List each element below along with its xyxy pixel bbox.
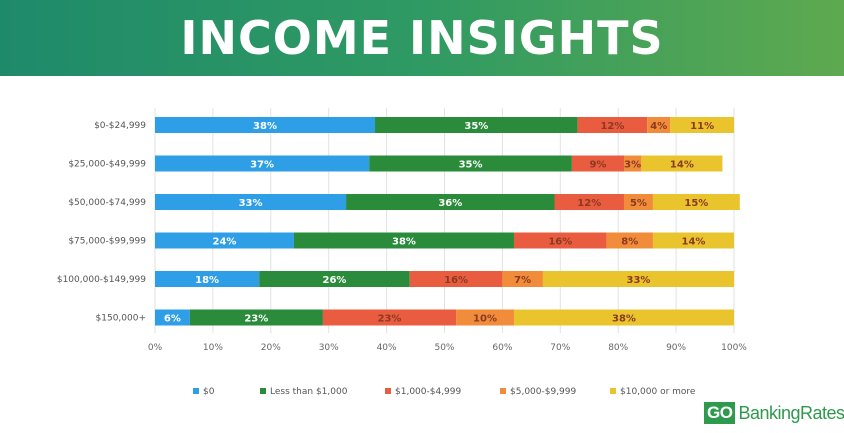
legend-label: $10,000 or more bbox=[620, 387, 696, 397]
bar-segment bbox=[623, 155, 642, 172]
bar-segment bbox=[155, 271, 260, 287]
x-tick-label: 0% bbox=[148, 343, 163, 353]
data-label: 10% bbox=[473, 314, 497, 325]
data-label: 14% bbox=[670, 160, 694, 171]
x-tick-label: 80% bbox=[608, 343, 628, 353]
bar-segment bbox=[647, 117, 671, 133]
bar-segment bbox=[502, 271, 543, 287]
data-label: 14% bbox=[682, 237, 706, 248]
data-label: 36% bbox=[438, 198, 462, 209]
data-label: 24% bbox=[213, 237, 237, 248]
logo-go: GO bbox=[704, 402, 736, 424]
legend-swatch bbox=[193, 388, 199, 394]
data-label: 4% bbox=[650, 121, 667, 132]
category-label: $150,000+ bbox=[96, 314, 146, 324]
bar-segment bbox=[513, 309, 734, 326]
bar-segment bbox=[652, 194, 740, 210]
bar-segment bbox=[155, 232, 294, 249]
bar-segment bbox=[652, 232, 734, 249]
data-label: 35% bbox=[459, 160, 483, 171]
data-label: 33% bbox=[239, 198, 263, 209]
category-labels: $0-$24,999 $25,000-$49,999 $50,000-$74,999… bbox=[57, 121, 146, 324]
data-label: 35% bbox=[464, 121, 488, 132]
bar-segment bbox=[346, 194, 555, 210]
x-tick-label: 40% bbox=[377, 343, 397, 353]
legend-swatch bbox=[500, 388, 506, 394]
data-label: 12% bbox=[577, 198, 601, 209]
page-title: INCOME INSIGHTS bbox=[180, 11, 664, 65]
data-label: 23% bbox=[378, 314, 402, 325]
bar-segment bbox=[606, 232, 653, 249]
x-tick-label: 20% bbox=[261, 343, 281, 353]
category-label: $25,000-$49,999 bbox=[68, 160, 146, 170]
bar-segment bbox=[369, 155, 572, 172]
legend-label: $5,000-$9,999 bbox=[510, 387, 577, 397]
data-label: 11% bbox=[690, 121, 714, 132]
chart-gridlines bbox=[154, 108, 735, 333]
bar-segment bbox=[375, 117, 578, 133]
header-banner bbox=[0, 0, 844, 76]
bar-segment bbox=[542, 271, 734, 287]
bar-segment bbox=[513, 232, 607, 249]
data-label: 16% bbox=[548, 237, 572, 248]
bar-segment bbox=[322, 309, 457, 326]
bar-segment bbox=[456, 309, 514, 326]
category-label: $50,000-$74,999 bbox=[68, 198, 146, 208]
data-label: 3% bbox=[624, 160, 641, 171]
legend-label: $1,000-$4,999 bbox=[395, 387, 462, 397]
legend-swatch bbox=[260, 388, 266, 394]
chart-legend: $0 Less than $1,000 $1,000-$4,999 $5,000-$9… bbox=[193, 387, 696, 397]
data-label: 23% bbox=[244, 314, 268, 325]
data-label: 33% bbox=[626, 275, 650, 286]
logo-wordmark: BankingRates bbox=[738, 402, 844, 423]
x-tick-label: 70% bbox=[550, 343, 570, 353]
bar-segment bbox=[577, 117, 648, 133]
x-tick-label: 10% bbox=[203, 343, 223, 353]
chart-bars: 38% 35% 12% 4% 11% 37% 35% 9% 3% 14% 33% 36% 12% 5% 15… bbox=[155, 117, 740, 326]
bar-segment bbox=[554, 194, 624, 210]
bar-segment bbox=[409, 271, 503, 287]
data-label: 6% bbox=[164, 314, 181, 325]
x-axis-ticks: 0% 10% 20% 30% 40% 50% 60% 70% 80% 90% 100% bbox=[148, 343, 747, 353]
data-label: 37% bbox=[250, 160, 274, 171]
bar-segment bbox=[155, 117, 376, 133]
x-tick-label: 50% bbox=[434, 343, 454, 353]
bar-segment bbox=[641, 155, 723, 172]
data-label: 18% bbox=[195, 275, 219, 286]
legend-label: Less than $1,000 bbox=[270, 387, 348, 397]
x-tick-label: 60% bbox=[492, 343, 512, 353]
bar-segment bbox=[189, 309, 323, 326]
category-label: $0-$24,999 bbox=[94, 121, 146, 131]
data-label: 26% bbox=[323, 275, 347, 286]
x-tick-label: 30% bbox=[319, 343, 339, 353]
x-tick-label: 90% bbox=[666, 343, 686, 353]
bar-segment bbox=[155, 194, 347, 210]
data-label: 16% bbox=[444, 275, 468, 286]
data-label: 38% bbox=[612, 314, 636, 325]
bar-segment bbox=[670, 117, 734, 133]
bar-segment bbox=[571, 155, 624, 172]
data-label: 5% bbox=[630, 198, 647, 209]
bar-segment bbox=[155, 309, 190, 326]
category-label: $100,000-$149,999 bbox=[57, 275, 146, 285]
data-label: 38% bbox=[392, 237, 416, 248]
data-label: 8% bbox=[621, 237, 638, 248]
x-tick-label: 100% bbox=[721, 343, 747, 353]
data-label: 12% bbox=[600, 121, 624, 132]
data-label: 7% bbox=[514, 275, 531, 286]
data-label: 9% bbox=[589, 160, 606, 171]
legend-swatch bbox=[385, 388, 391, 394]
category-label: $75,000-$99,999 bbox=[68, 237, 146, 247]
data-label: 38% bbox=[253, 121, 277, 132]
legend-swatch bbox=[610, 388, 616, 394]
gobankingrates-logo: GO BankingRates bbox=[704, 401, 844, 425]
bar-segment bbox=[259, 271, 410, 287]
data-label: 15% bbox=[684, 198, 708, 209]
bar-segment bbox=[155, 155, 370, 172]
bar-segment bbox=[293, 232, 514, 249]
legend-label: $0 bbox=[203, 387, 215, 397]
bar-segment bbox=[623, 194, 653, 210]
